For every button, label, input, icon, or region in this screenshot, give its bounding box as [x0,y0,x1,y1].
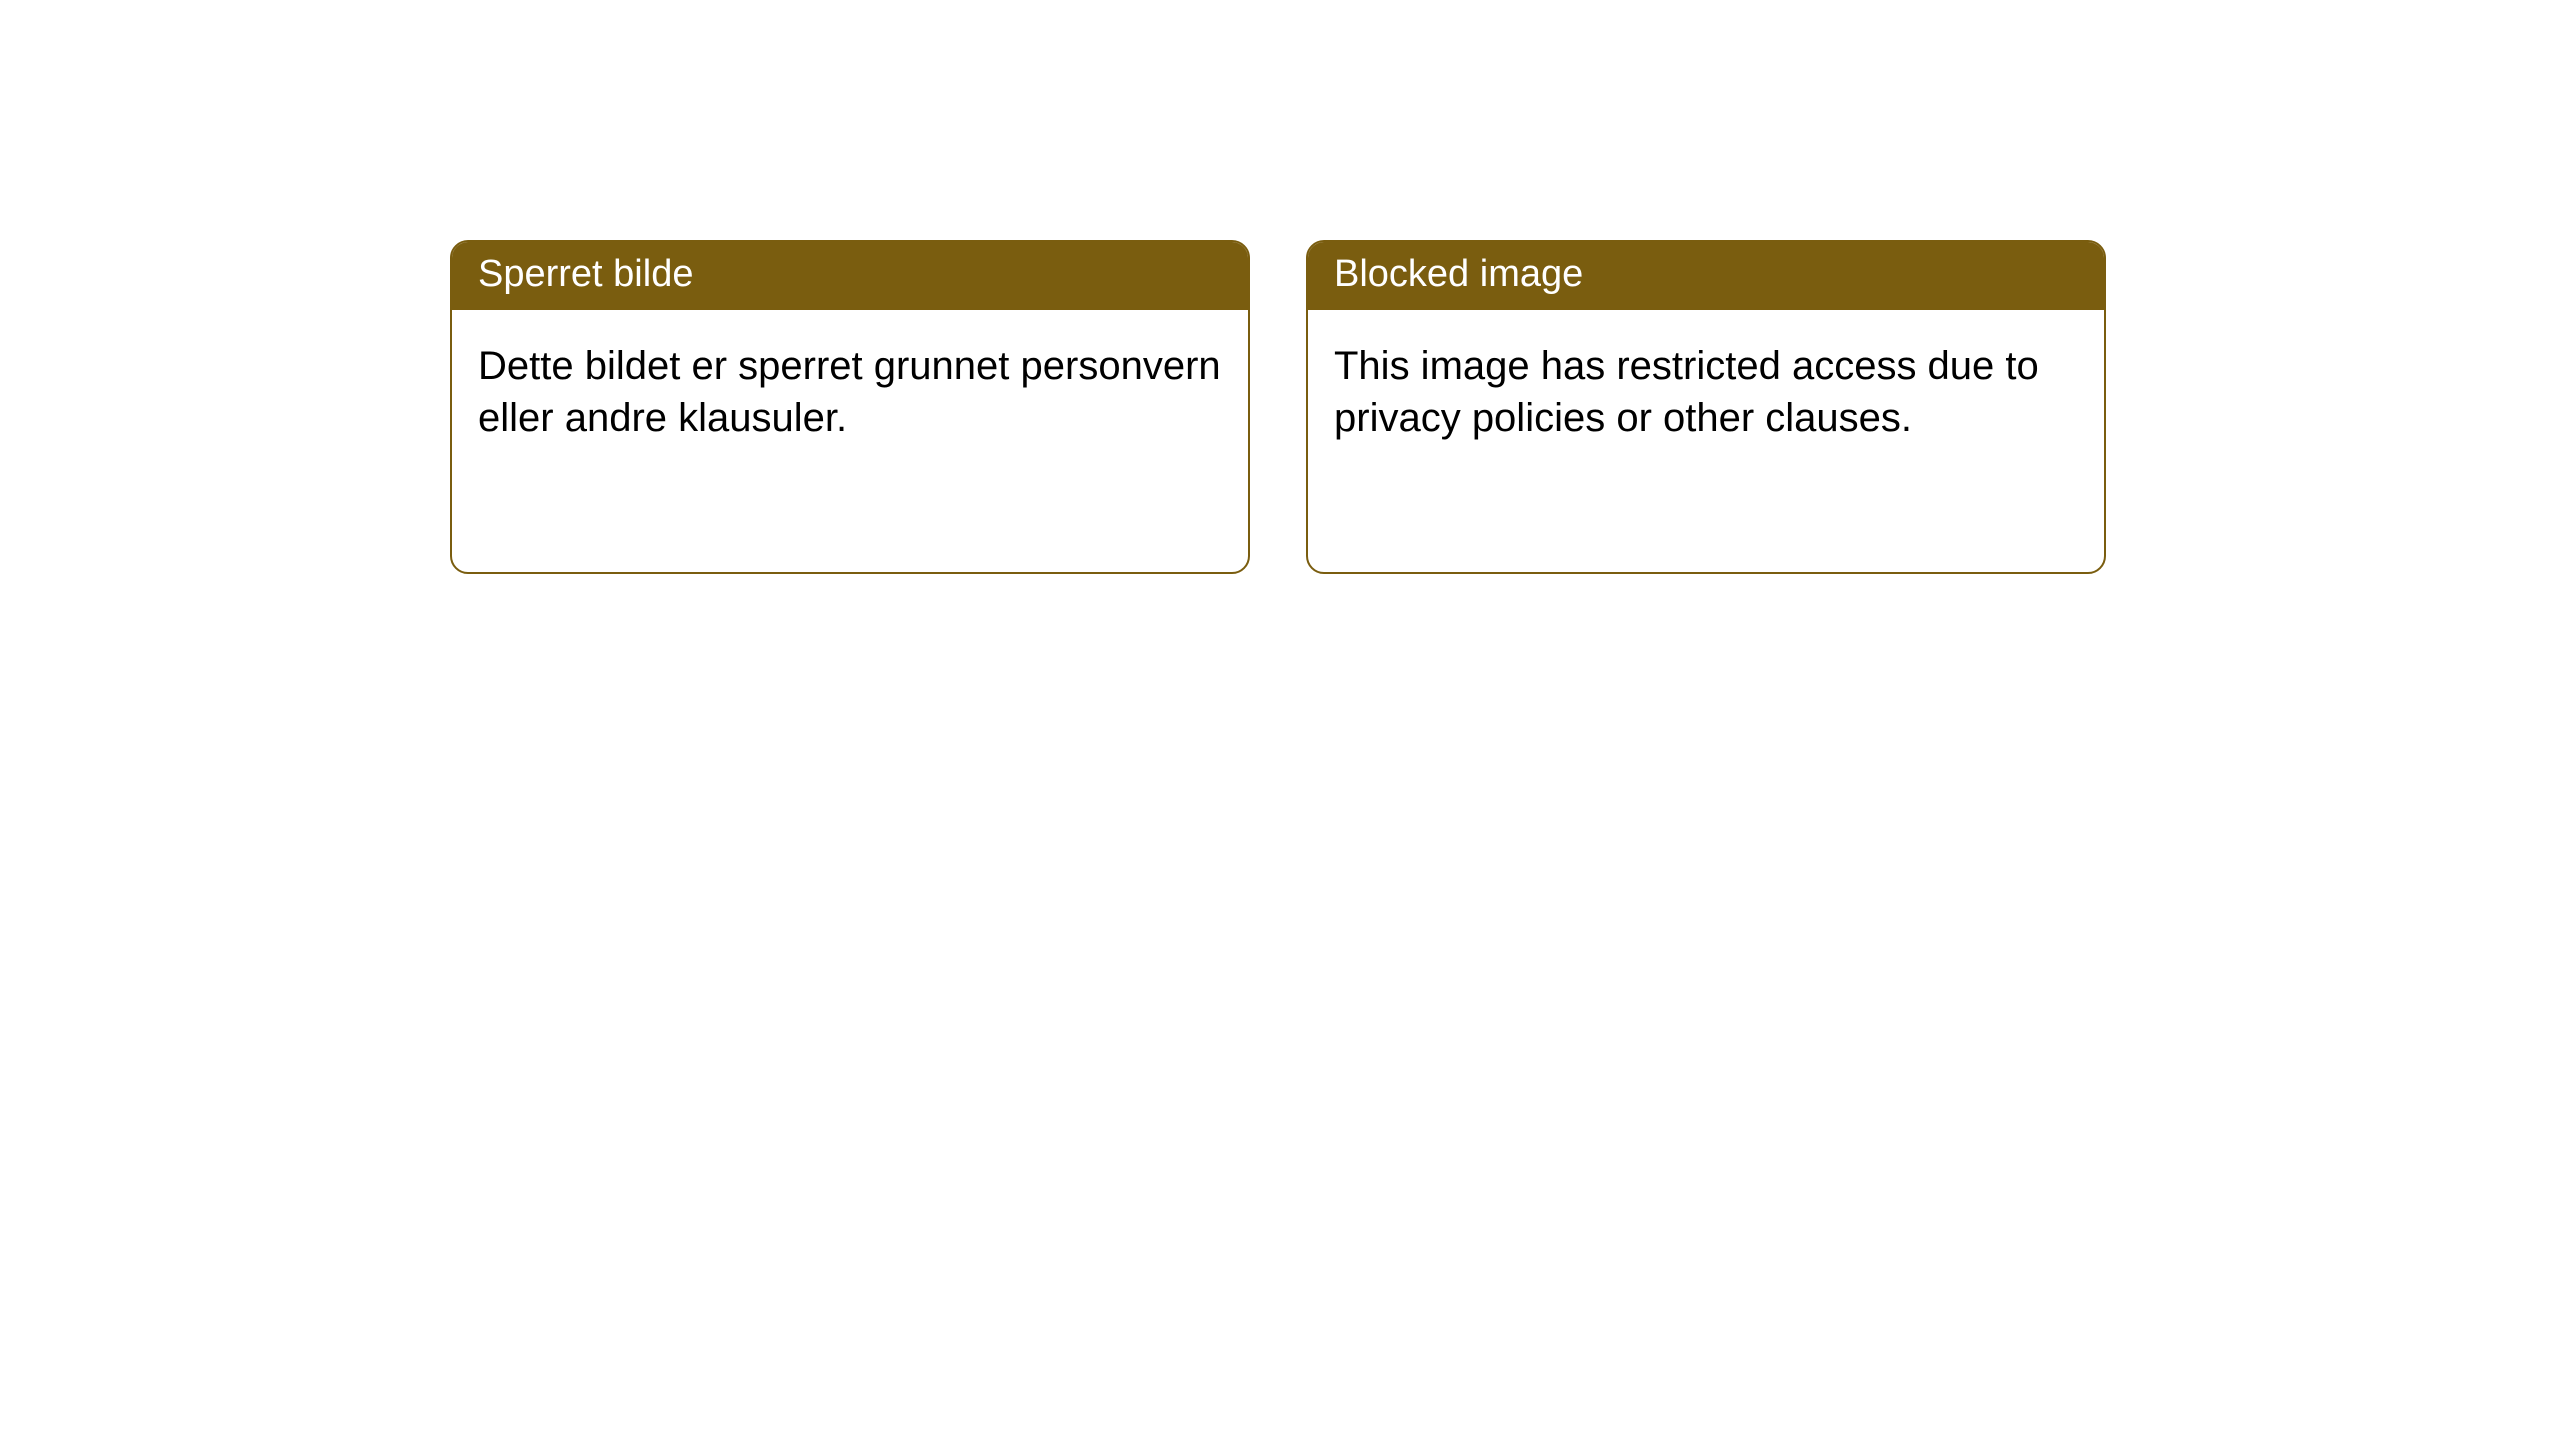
card-header: Sperret bilde [452,242,1248,310]
card-body: Dette bildet er sperret grunnet personve… [452,310,1248,474]
card-header: Blocked image [1308,242,2104,310]
blocked-image-card-no: Sperret bilde Dette bildet er sperret gr… [450,240,1250,574]
cards-container: Sperret bilde Dette bildet er sperret gr… [0,0,2560,574]
card-body: This image has restricted access due to … [1308,310,2104,474]
blocked-image-card-en: Blocked image This image has restricted … [1306,240,2106,574]
